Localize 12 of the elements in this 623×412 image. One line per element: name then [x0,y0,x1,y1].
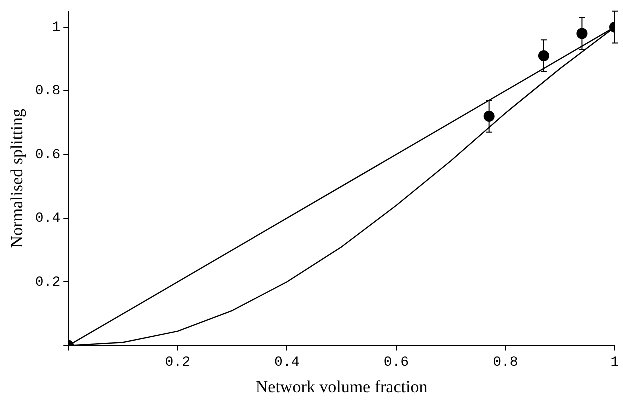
y-tick-label: 0.4 [35,211,61,228]
x-tick-label: 0.6 [384,354,410,371]
x-axis-title: Network volume fraction [256,377,428,396]
y-axis-title: Normalised splitting [8,108,27,248]
x-tick-label: 0.2 [165,354,190,371]
x-tick-label: 0.4 [274,354,300,371]
y-tick-label: 0.6 [35,147,61,164]
y-tick-label: 1 [52,20,61,36]
x-tick-label: 1 [610,354,620,371]
x-tick-label: 0.8 [493,354,518,371]
y-tick-label: 0.2 [35,274,61,291]
y-tick-label: 0.8 [35,84,61,100]
